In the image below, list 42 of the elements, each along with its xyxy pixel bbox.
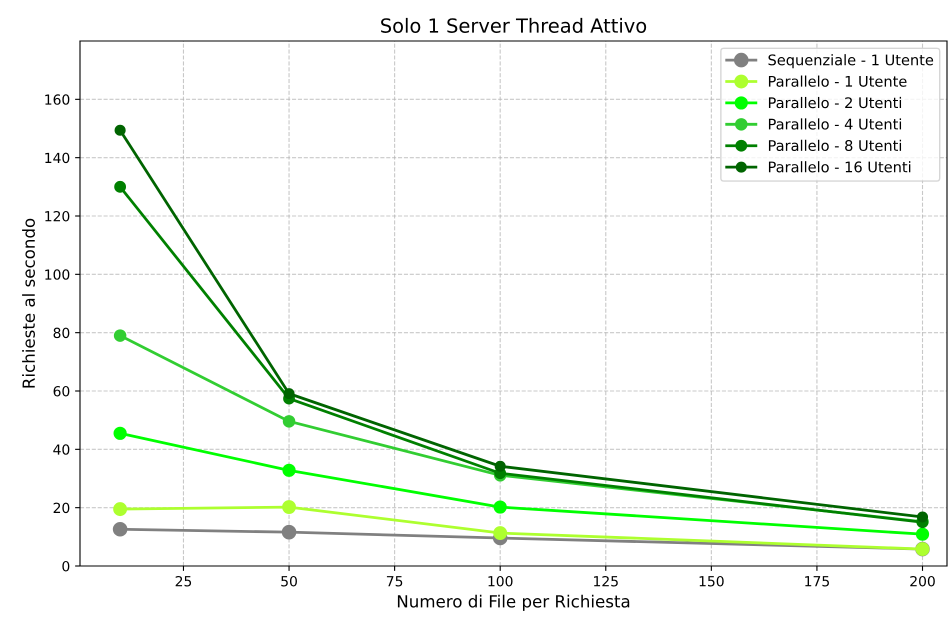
point (282, 415, 296, 428)
legend-label: Sequenziale - 1 Utente (768, 54, 934, 68)
y-tick-label: 20 (54, 502, 70, 514)
point (494, 460, 506, 472)
x-tick-label: 100 (488, 576, 513, 586)
x-tick-label: 50 (281, 576, 297, 586)
point (493, 526, 508, 540)
x-tick-label: 200 (910, 576, 935, 586)
point (282, 524, 296, 540)
y-tick-label: 160 (45, 94, 70, 105)
point (114, 329, 126, 342)
y-tick-label: 40 (53, 444, 70, 455)
point (112, 522, 128, 537)
point (916, 528, 930, 541)
point (113, 502, 128, 516)
legend-label: Parallelo - 1 Utente (768, 76, 907, 87)
point (114, 426, 127, 440)
point (494, 500, 507, 514)
y-tick-label: 0 (62, 560, 70, 572)
x-axis-title: Numero di File per Richiesta (398, 594, 630, 611)
point (114, 124, 126, 136)
y-tick-label: 120 (45, 210, 70, 222)
y-tick-label: 140 (45, 152, 70, 164)
point (282, 500, 296, 514)
x-tick-label: 175 (805, 576, 829, 586)
x-tick-label: 125 (594, 576, 618, 586)
x-tick-label: 75 (386, 576, 402, 586)
legend-label: Parallelo - 2 Utenti (768, 96, 902, 108)
chart-title: Solo 1 Server Thread Attivo (381, 18, 646, 33)
legend-label: Parallelo - 8 Utenti (768, 140, 902, 152)
legend-label: Parallelo - 4 Utenti (768, 118, 902, 130)
y-tick-label: 100 (45, 269, 70, 280)
x-tick-label: 25 (176, 576, 192, 586)
point (282, 464, 296, 477)
y-tick-label: 80 (54, 328, 70, 338)
point (114, 180, 126, 193)
legend-label: Parallelo - 16 Utenti (768, 161, 910, 172)
y-tick-label: 60 (54, 386, 70, 396)
point (916, 511, 928, 523)
x-tick-label: 150 (700, 576, 724, 586)
y-axis-title: Richieste al secondo (22, 218, 35, 388)
point (283, 388, 295, 400)
